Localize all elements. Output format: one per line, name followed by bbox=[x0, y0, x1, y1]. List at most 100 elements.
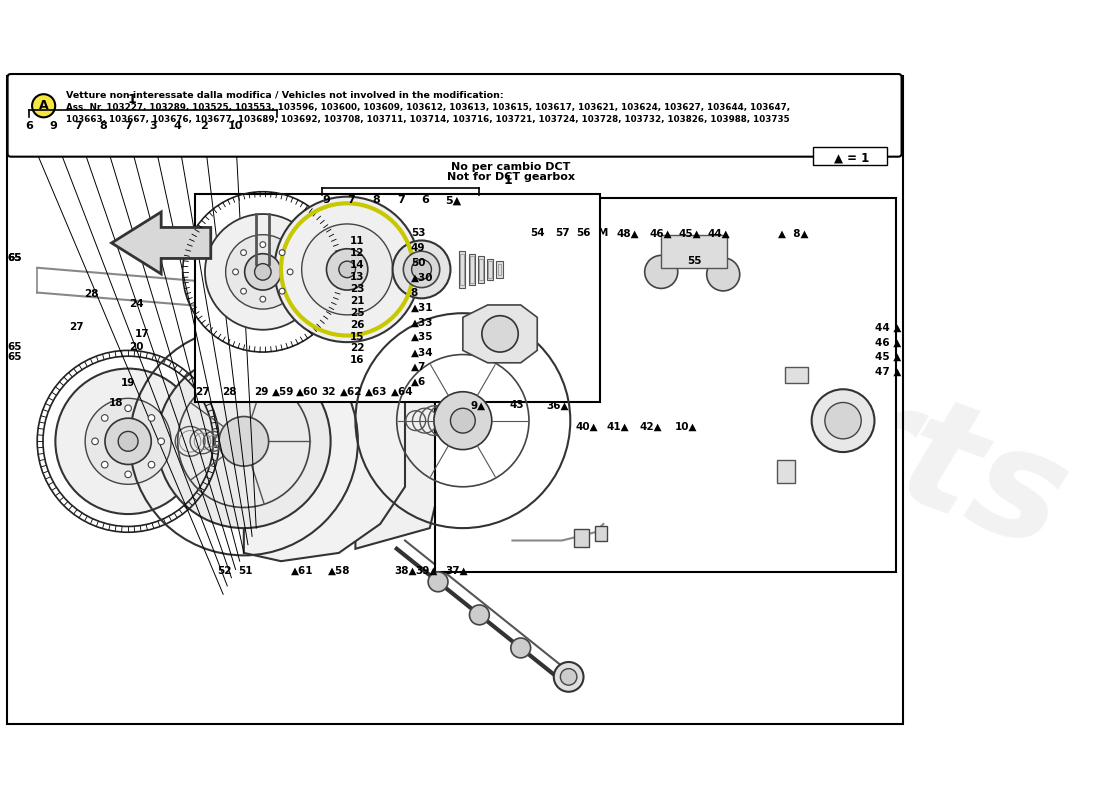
Bar bbox=[461, 254, 464, 285]
Text: 1: 1 bbox=[504, 174, 513, 187]
Text: 52: 52 bbox=[218, 566, 232, 575]
Polygon shape bbox=[355, 334, 447, 549]
Text: 1: 1 bbox=[128, 93, 136, 106]
Polygon shape bbox=[628, 243, 785, 301]
Circle shape bbox=[470, 605, 490, 625]
Text: 56: 56 bbox=[576, 228, 591, 238]
Text: 43: 43 bbox=[509, 400, 524, 410]
Text: 45 ▲: 45 ▲ bbox=[876, 352, 902, 362]
Circle shape bbox=[219, 417, 268, 466]
Circle shape bbox=[85, 398, 172, 484]
Circle shape bbox=[279, 250, 285, 255]
Polygon shape bbox=[111, 212, 211, 274]
Text: ▲58: ▲58 bbox=[328, 566, 350, 575]
Circle shape bbox=[274, 197, 420, 342]
Text: 41▲: 41▲ bbox=[607, 422, 629, 431]
Text: ▲30: ▲30 bbox=[410, 273, 433, 282]
Circle shape bbox=[428, 572, 448, 592]
Circle shape bbox=[233, 269, 239, 274]
Bar bbox=[459, 251, 465, 287]
Text: 3: 3 bbox=[150, 121, 156, 130]
Text: 47 ▲: 47 ▲ bbox=[876, 367, 902, 378]
Text: ▲  8▲: ▲ 8▲ bbox=[778, 228, 808, 238]
Text: 26: 26 bbox=[350, 320, 364, 330]
Text: 6: 6 bbox=[421, 195, 430, 206]
Text: 13: 13 bbox=[350, 272, 364, 282]
Text: 25: 25 bbox=[350, 308, 364, 318]
Polygon shape bbox=[447, 280, 843, 553]
Bar bbox=[574, 529, 590, 547]
Text: 7: 7 bbox=[75, 121, 82, 130]
Text: ▲60: ▲60 bbox=[296, 387, 319, 397]
Circle shape bbox=[148, 414, 155, 422]
Text: 14: 14 bbox=[350, 260, 364, 270]
Circle shape bbox=[706, 258, 739, 291]
Bar bbox=[497, 264, 500, 275]
Circle shape bbox=[560, 669, 576, 685]
Text: ▲62: ▲62 bbox=[340, 387, 363, 397]
Text: 28: 28 bbox=[84, 290, 98, 299]
Text: 9: 9 bbox=[322, 195, 330, 206]
Bar bbox=[595, 526, 607, 541]
Bar bbox=[487, 258, 494, 280]
Text: ▲7: ▲7 bbox=[410, 362, 426, 372]
Circle shape bbox=[124, 471, 131, 478]
Circle shape bbox=[825, 402, 861, 439]
Text: ▲64: ▲64 bbox=[392, 387, 414, 397]
Circle shape bbox=[301, 224, 393, 315]
Text: 21: 21 bbox=[350, 296, 364, 306]
Text: ▲35: ▲35 bbox=[410, 332, 433, 342]
Text: 22: 22 bbox=[350, 343, 364, 354]
Text: 8: 8 bbox=[99, 121, 107, 130]
Bar bbox=[480, 258, 483, 280]
Text: 20: 20 bbox=[129, 342, 144, 352]
Text: M: M bbox=[598, 228, 608, 238]
Bar bbox=[477, 256, 484, 282]
Bar bbox=[785, 367, 808, 383]
Text: 15: 15 bbox=[350, 331, 364, 342]
Text: 36▲: 36▲ bbox=[547, 400, 569, 410]
Circle shape bbox=[226, 234, 300, 309]
Circle shape bbox=[148, 462, 155, 468]
Polygon shape bbox=[289, 259, 381, 309]
Circle shape bbox=[411, 259, 431, 279]
Text: ▲6: ▲6 bbox=[410, 377, 426, 387]
Text: europarts: europarts bbox=[241, 153, 1086, 582]
Text: 11: 11 bbox=[350, 236, 364, 246]
Text: 27: 27 bbox=[195, 387, 210, 397]
Text: 65: 65 bbox=[8, 253, 22, 263]
Text: 65: 65 bbox=[8, 352, 22, 362]
Text: 9▲: 9▲ bbox=[470, 400, 485, 410]
Text: 51: 51 bbox=[239, 566, 253, 575]
Circle shape bbox=[244, 254, 280, 290]
Text: No per cambio DCT: No per cambio DCT bbox=[451, 162, 571, 172]
Circle shape bbox=[287, 269, 293, 274]
Text: 24: 24 bbox=[129, 299, 144, 309]
Circle shape bbox=[482, 316, 518, 352]
Text: 46 ▲: 46 ▲ bbox=[876, 338, 902, 347]
Text: 19: 19 bbox=[121, 378, 135, 389]
Text: 7: 7 bbox=[124, 121, 132, 130]
Text: ▲63: ▲63 bbox=[365, 387, 387, 397]
Bar bbox=[496, 261, 503, 278]
Text: 7: 7 bbox=[397, 195, 405, 206]
Text: 16: 16 bbox=[350, 355, 364, 366]
Text: 39▲: 39▲ bbox=[416, 566, 438, 575]
Text: 55: 55 bbox=[688, 256, 702, 266]
Text: 17: 17 bbox=[135, 329, 150, 339]
Bar bbox=[469, 254, 475, 285]
Polygon shape bbox=[244, 318, 405, 561]
Text: ▲59: ▲59 bbox=[272, 387, 294, 397]
Circle shape bbox=[101, 462, 108, 468]
Circle shape bbox=[451, 408, 475, 433]
Circle shape bbox=[260, 296, 266, 302]
Text: 2: 2 bbox=[200, 121, 208, 130]
Text: 4: 4 bbox=[174, 121, 182, 130]
Text: A: A bbox=[39, 99, 48, 112]
Circle shape bbox=[157, 354, 331, 528]
Text: 32: 32 bbox=[321, 387, 337, 397]
Text: 8: 8 bbox=[410, 288, 418, 298]
Circle shape bbox=[812, 390, 874, 452]
Text: 29: 29 bbox=[254, 387, 268, 397]
Text: 44▲: 44▲ bbox=[707, 228, 730, 238]
